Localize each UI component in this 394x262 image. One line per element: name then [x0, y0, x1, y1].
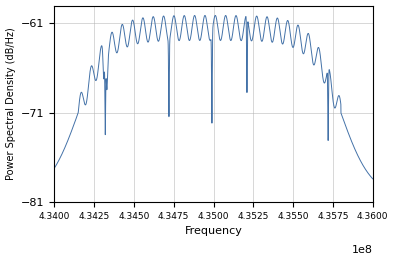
Text: 1e8: 1e8: [352, 245, 373, 255]
X-axis label: Frequency: Frequency: [184, 226, 242, 236]
Y-axis label: Power Spectral Density (dB/Hz): Power Spectral Density (dB/Hz): [6, 28, 15, 180]
